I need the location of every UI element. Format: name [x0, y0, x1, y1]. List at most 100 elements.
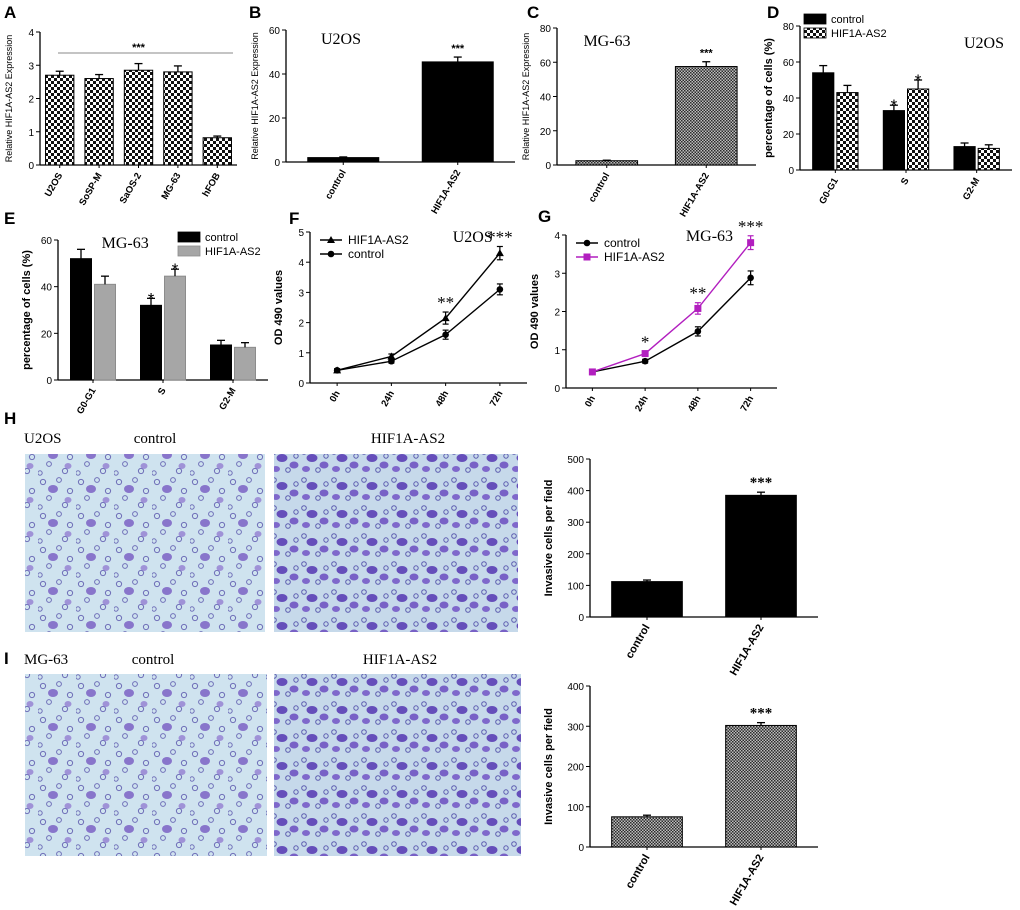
- y-tick-label: 60: [269, 26, 281, 37]
- y-axis-label: Relative HIF1A-AS2 Expression: [4, 35, 14, 163]
- y-tick-label: 0: [298, 379, 304, 390]
- x-tick-label: 0h: [328, 389, 343, 404]
- y-tick-label: 400: [567, 682, 584, 693]
- y-tick-label: 100: [567, 803, 584, 814]
- x-tick-label: 72h: [488, 389, 506, 409]
- data-point: [388, 357, 395, 365]
- data-point: [495, 249, 504, 257]
- point-label: ***: [487, 227, 513, 246]
- y-tick-label: 20: [269, 114, 281, 125]
- micrograph-label-i-control: control: [132, 652, 175, 668]
- bar-label: *: [915, 71, 922, 90]
- chart-c: 0 20 40 60 80 Relative HIF1A-AS2 Expression co…: [521, 24, 756, 219]
- data-point: [442, 331, 449, 338]
- micrograph-label-h-control: control: [134, 431, 177, 447]
- bar: [202, 137, 232, 166]
- micrograph-h-control: [25, 454, 265, 632]
- bar: [725, 724, 797, 848]
- chart-b: 0 20 40 60 Relative HIF1A-AS2 Expression cont…: [250, 26, 515, 216]
- y-tick-label: 40: [41, 283, 53, 294]
- bar: [674, 66, 738, 166]
- micrograph-label-i-treated: HIF1A-AS2: [363, 652, 437, 668]
- micrograph-h-treated: [274, 454, 518, 632]
- panel-letter-i: I: [4, 649, 9, 668]
- y-tick-label: 0: [578, 843, 584, 854]
- bar-label: ***: [750, 475, 773, 491]
- y-tick-label: 4: [298, 258, 304, 269]
- panel-i: I MG-63 control HIF1A-AS2 0 100 200 300 400 I…: [4, 649, 818, 908]
- chart-h: 0 100 200 300 400 500 Invasive cells per field…: [543, 455, 818, 678]
- data-point: [641, 357, 649, 365]
- legend-swatch: [177, 245, 201, 257]
- point-label: ***: [738, 217, 764, 236]
- chart-a: 0 1 2 3 4 Relative HIF1A-AS2 Expression U2OS So…: [4, 28, 237, 208]
- chart-e: 0 20 40 60 percentage of cells (%) G0-G1 S G2-M…: [21, 231, 268, 416]
- x-tick-label: G2-M: [961, 176, 982, 202]
- y-tick-label: 0: [28, 161, 34, 172]
- panel-b: B 0 20 40 60 Relative HIF1A-AS2 Expression co…: [249, 3, 515, 216]
- panel-a: A 0 1 2 3 4 Relative HIF1A-AS2 Expression U2OS…: [4, 3, 237, 208]
- chart-d: 0 20 40 60 80 percentage of cells (%) G0-G1 S G2…: [763, 13, 1012, 206]
- legend-swatch: [803, 13, 827, 25]
- y-tick-label: 2: [554, 308, 560, 319]
- y-tick-label: 200: [567, 763, 584, 774]
- data-point: [641, 350, 649, 358]
- legend-label: control: [205, 232, 238, 244]
- x-tick-label: MG-63: [159, 171, 183, 202]
- legend-label: HIF1A-AS2: [348, 233, 409, 247]
- y-axis-label: OD 490 values: [529, 274, 541, 349]
- legend-label: control: [604, 236, 640, 250]
- bar: [575, 160, 639, 166]
- bar: [882, 110, 905, 171]
- chart-inset-title: MG-63: [583, 33, 630, 50]
- point-label: **: [437, 293, 454, 312]
- data-point: [694, 304, 702, 312]
- legend-label: control: [831, 14, 864, 26]
- bar: [421, 61, 494, 163]
- legend-swatch: [803, 27, 827, 39]
- data-point: [588, 368, 596, 376]
- data-point: [496, 286, 504, 293]
- x-tick-label: 48h: [686, 394, 704, 414]
- x-tick-label: control: [624, 853, 653, 891]
- bar: [977, 147, 1000, 171]
- y-tick-label: 300: [567, 518, 584, 529]
- bar: [953, 146, 976, 171]
- bar-label: ***: [451, 43, 465, 55]
- chart-inset-title: U2OS: [964, 35, 1004, 52]
- y-tick-label: 4: [28, 28, 34, 39]
- y-axis-label: Relative HIF1A-AS2 Expression: [250, 32, 260, 160]
- y-axis-label: Relative HIF1A-AS2 Expression: [521, 33, 531, 161]
- x-tick-label: control: [323, 168, 349, 201]
- x-tick-label: HIF1A-AS2: [728, 853, 767, 908]
- bar: [163, 71, 193, 166]
- series-line: [592, 242, 752, 373]
- x-tick-label: control: [624, 623, 653, 661]
- x-tick-label: control: [587, 171, 613, 204]
- x-tick-label: S: [899, 176, 912, 187]
- panel-letter-b: B: [249, 3, 261, 22]
- y-tick-label: 20: [41, 329, 53, 340]
- micrograph-row-label-h: U2OS: [24, 431, 62, 447]
- panel-c: C 0 20 40 60 80 Relative HIF1A-AS2 Expression…: [521, 3, 756, 219]
- panel-letter-a: A: [4, 3, 16, 22]
- bar: [123, 69, 154, 166]
- x-tick-label: hFOB: [200, 171, 223, 199]
- data-point: [387, 352, 396, 360]
- x-tick-label: U2OS: [43, 171, 65, 199]
- legend-marker: [327, 250, 335, 258]
- x-tick-label: HIF1A-AS2: [429, 168, 463, 216]
- y-tick-label: 3: [554, 269, 560, 280]
- y-tick-label: 40: [269, 70, 281, 81]
- y-tick-label: 300: [567, 722, 584, 733]
- panel-letter-e: E: [4, 209, 15, 228]
- chart-i: 0 100 200 300 400 Invasive cells per field con…: [543, 682, 818, 908]
- legend-label: HIF1A-AS2: [205, 246, 261, 258]
- bar: [94, 283, 116, 381]
- x-tick-label: S: [156, 386, 169, 397]
- bar: [164, 275, 186, 381]
